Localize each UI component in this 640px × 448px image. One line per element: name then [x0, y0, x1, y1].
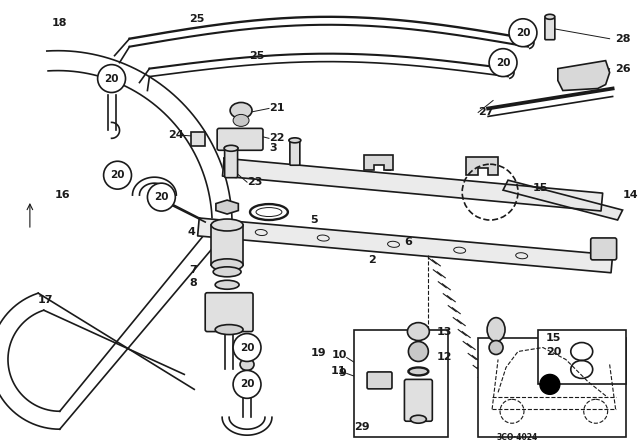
Text: 6: 6: [404, 237, 412, 247]
Text: 10: 10: [332, 350, 347, 361]
Ellipse shape: [211, 219, 243, 231]
Bar: [354, 330, 448, 437]
Text: 20: 20: [516, 28, 530, 38]
Circle shape: [98, 65, 125, 92]
Text: 27: 27: [478, 108, 493, 117]
Ellipse shape: [211, 259, 243, 271]
FancyBboxPatch shape: [205, 293, 253, 332]
Circle shape: [233, 334, 261, 362]
Circle shape: [540, 375, 560, 394]
Ellipse shape: [408, 341, 428, 362]
FancyBboxPatch shape: [545, 18, 555, 40]
Ellipse shape: [489, 340, 503, 354]
Text: 1: 1: [383, 163, 391, 173]
Text: 8: 8: [189, 278, 197, 288]
Polygon shape: [503, 180, 623, 220]
Ellipse shape: [250, 204, 288, 220]
Ellipse shape: [545, 14, 555, 19]
Circle shape: [233, 370, 261, 398]
Text: 20: 20: [496, 58, 510, 68]
Text: 25: 25: [189, 14, 205, 24]
Text: 5: 5: [310, 215, 317, 225]
Text: 22: 22: [269, 134, 284, 143]
Text: 12: 12: [436, 353, 452, 362]
Text: 18: 18: [52, 18, 67, 28]
Text: 19: 19: [311, 348, 326, 358]
Text: 25: 25: [249, 51, 264, 60]
Text: 9: 9: [339, 368, 347, 379]
Text: 7: 7: [189, 265, 197, 275]
Ellipse shape: [240, 358, 254, 370]
Text: 26: 26: [616, 64, 631, 73]
Ellipse shape: [410, 415, 426, 423]
Polygon shape: [466, 157, 498, 175]
Text: 15: 15: [546, 332, 561, 343]
Polygon shape: [223, 158, 603, 211]
Text: 3CO·4024: 3CO·4024: [496, 433, 538, 442]
Polygon shape: [558, 60, 610, 90]
Circle shape: [104, 161, 131, 189]
FancyBboxPatch shape: [367, 372, 392, 389]
Ellipse shape: [224, 145, 238, 151]
Text: 20: 20: [110, 170, 125, 180]
Ellipse shape: [230, 103, 252, 118]
Text: 2: 2: [369, 255, 376, 265]
FancyBboxPatch shape: [225, 147, 237, 178]
Text: 28: 28: [616, 34, 631, 44]
Ellipse shape: [215, 280, 239, 289]
Text: 20: 20: [240, 343, 254, 353]
FancyBboxPatch shape: [217, 129, 263, 150]
Text: 20: 20: [154, 192, 168, 202]
Bar: [211, 225, 243, 265]
Ellipse shape: [289, 138, 301, 143]
Text: 15: 15: [533, 183, 548, 193]
Ellipse shape: [215, 325, 243, 335]
Circle shape: [147, 183, 175, 211]
Text: 11: 11: [331, 366, 347, 376]
Polygon shape: [216, 200, 238, 214]
Polygon shape: [198, 218, 612, 273]
Ellipse shape: [213, 267, 241, 277]
FancyBboxPatch shape: [290, 141, 300, 165]
Circle shape: [509, 19, 537, 47]
Text: 13: 13: [436, 327, 452, 336]
Text: 20: 20: [240, 379, 254, 389]
Text: 3: 3: [269, 143, 276, 153]
Text: 4: 4: [188, 227, 195, 237]
Bar: [478, 337, 625, 437]
Text: 17: 17: [38, 295, 53, 305]
Text: 14: 14: [623, 190, 638, 200]
Text: 20: 20: [104, 73, 119, 84]
Text: 24: 24: [168, 130, 183, 140]
Bar: [191, 132, 205, 146]
Ellipse shape: [233, 114, 249, 126]
Text: 23: 23: [247, 177, 262, 187]
Text: 29: 29: [354, 422, 369, 432]
FancyBboxPatch shape: [591, 238, 616, 260]
Text: 16: 16: [55, 190, 70, 200]
Circle shape: [489, 49, 517, 77]
Bar: [538, 330, 625, 384]
Polygon shape: [364, 155, 394, 170]
Text: 20: 20: [546, 346, 561, 357]
Ellipse shape: [487, 318, 505, 341]
Text: 21: 21: [269, 103, 284, 113]
Ellipse shape: [408, 367, 428, 375]
Ellipse shape: [408, 323, 429, 340]
FancyBboxPatch shape: [404, 379, 433, 421]
